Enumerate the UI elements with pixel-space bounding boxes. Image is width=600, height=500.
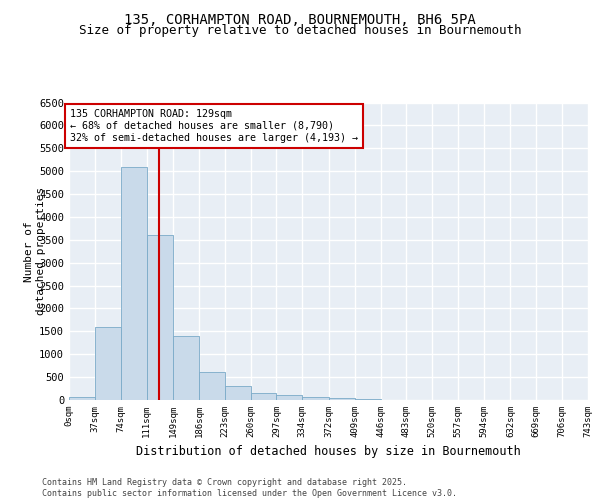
Y-axis label: Number of
detached properties: Number of detached properties <box>24 187 46 316</box>
Bar <box>173 336 199 400</box>
Bar <box>277 395 302 400</box>
Bar <box>355 398 380 400</box>
Bar <box>95 327 121 400</box>
X-axis label: Distribution of detached houses by size in Bournemouth: Distribution of detached houses by size … <box>136 446 521 458</box>
Text: 135, CORHAMPTON ROAD, BOURNEMOUTH, BH6 5PA: 135, CORHAMPTON ROAD, BOURNEMOUTH, BH6 5… <box>124 12 476 26</box>
Bar <box>121 166 146 400</box>
Bar <box>302 398 329 400</box>
Bar <box>329 398 355 400</box>
Text: 135 CORHAMPTON ROAD: 129sqm
← 68% of detached houses are smaller (8,790)
32% of : 135 CORHAMPTON ROAD: 129sqm ← 68% of det… <box>70 110 358 142</box>
Bar <box>251 392 277 400</box>
Bar <box>69 398 95 400</box>
Text: Size of property relative to detached houses in Bournemouth: Size of property relative to detached ho… <box>79 24 521 37</box>
Text: Contains HM Land Registry data © Crown copyright and database right 2025.
Contai: Contains HM Land Registry data © Crown c… <box>42 478 457 498</box>
Bar <box>225 386 251 400</box>
Bar <box>146 235 173 400</box>
Bar <box>199 372 225 400</box>
